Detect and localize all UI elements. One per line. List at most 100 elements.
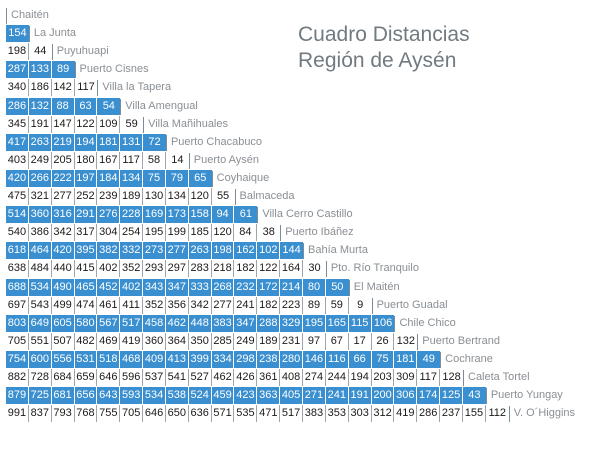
distance-cell: 9 xyxy=(357,298,364,311)
distance-cell: 58 xyxy=(143,151,166,169)
distance-cell: 347 xyxy=(234,314,258,332)
distance-cell: 164 xyxy=(280,260,304,278)
distance-cell: 534 xyxy=(143,387,166,405)
distance-cell: 321 xyxy=(29,188,52,205)
distance-cell: 580 xyxy=(74,314,98,332)
distance-cell: 182 xyxy=(235,260,258,278)
distance-cell: 464 xyxy=(28,242,52,260)
distance-cell: 241 xyxy=(325,387,349,405)
distance-cell: 54 xyxy=(97,97,121,115)
distance-cell: 697 xyxy=(6,296,29,314)
distance-cell: 507 xyxy=(52,332,75,350)
distance-cell: 571 xyxy=(212,405,235,423)
distance-cell: 102 xyxy=(257,242,281,260)
distance-cell: 316 xyxy=(51,206,75,224)
distance-cell: 417 xyxy=(6,133,29,151)
distance-cell: 646 xyxy=(143,405,166,423)
distance-cell: 646 xyxy=(97,369,121,386)
distance-cell: 705 xyxy=(6,332,29,350)
distance-cell: 155 xyxy=(463,405,486,423)
distance-cell: 291 xyxy=(74,206,98,224)
distance-cell: 659 xyxy=(75,369,98,386)
distance-cell: 643 xyxy=(97,387,121,405)
distance-cell: 158 xyxy=(188,206,212,224)
distance-cell: 189 xyxy=(120,188,144,205)
distance-cell: 461 xyxy=(97,296,121,314)
distance-cell: 383 xyxy=(303,405,326,423)
distance-cell: 514 xyxy=(6,206,29,224)
column-divider xyxy=(28,26,30,43)
distance-table: Chaitén 154 La Junta 198 44 Puyuhuapi 287 133 89… xyxy=(6,0,600,454)
column-divider xyxy=(440,351,442,368)
column-divider xyxy=(417,333,419,350)
distance-cell: 65 xyxy=(188,169,212,187)
distance-cell: 600 xyxy=(28,350,52,368)
distance-cell: 286 xyxy=(6,97,29,115)
distance-cell: 334 xyxy=(211,350,235,368)
distance-cell: 280 xyxy=(280,350,304,368)
place-name: Caleta Tortel xyxy=(468,371,530,383)
distance-cell: 55 xyxy=(216,190,230,202)
distance-cell: 142 xyxy=(52,79,75,97)
distance-cell: 94 xyxy=(211,206,235,224)
distance-cell: 535 xyxy=(235,405,258,423)
distance-cell: 363 xyxy=(257,387,281,405)
distance-cell: 146 xyxy=(303,350,326,368)
distance-cell: 543 xyxy=(29,296,52,314)
place-name: Villa la Tapera xyxy=(102,81,172,94)
distance-cell: 462 xyxy=(165,314,189,332)
distance-cell: 347 xyxy=(165,278,189,296)
column-divider xyxy=(257,207,259,224)
distance-cell: 681 xyxy=(51,387,75,405)
distance-cell: 197 xyxy=(74,169,98,187)
distance-cell: 194 xyxy=(349,369,372,386)
distance-cell: 540 xyxy=(6,224,29,242)
distance-cell: 474 xyxy=(75,296,98,314)
distance-cell: 122 xyxy=(257,260,281,278)
distance-cell: 459 xyxy=(211,387,235,405)
distance-cell: 413 xyxy=(165,350,189,368)
distance-cell: 837 xyxy=(29,405,52,423)
distance-cell: 84 xyxy=(235,224,258,242)
distance-cell: 134 xyxy=(120,169,144,187)
distance-cell: 125 xyxy=(440,387,463,405)
distance-cell: 361 xyxy=(257,369,281,386)
distance-cell: 88 xyxy=(51,97,75,115)
distance-cell: 342 xyxy=(189,296,212,314)
distance-cell: 405 xyxy=(280,387,304,405)
distance-cell: 273 xyxy=(143,242,166,260)
distance-cell: 650 xyxy=(166,405,189,423)
column-divider xyxy=(508,406,510,423)
distance-cell: 656 xyxy=(74,387,98,405)
distance-cell: 241 xyxy=(235,296,258,314)
place-name: Cochrane xyxy=(445,352,493,365)
distance-cell: 465 xyxy=(74,278,98,296)
distance-cell: 458 xyxy=(143,314,166,332)
title-line-2: Región de Aysén xyxy=(298,49,457,72)
distance-cell: 134 xyxy=(166,188,189,205)
distance-cell: 14 xyxy=(171,153,184,166)
distance-cell: 286 xyxy=(417,405,441,423)
distance-cell: 297 xyxy=(166,260,189,278)
distance-cell: 882 xyxy=(6,369,29,386)
distance-cell: 184 xyxy=(97,169,121,187)
distance-cell: 879 xyxy=(6,387,29,405)
distance-cell: 198 xyxy=(6,43,29,61)
distance-cell: 122 xyxy=(75,115,98,133)
distance-cell: 144 xyxy=(280,242,304,260)
column-divider xyxy=(348,279,350,296)
distance-cell: 277 xyxy=(212,296,235,314)
distance-cell: 165 xyxy=(325,314,349,332)
distance-cell: 420 xyxy=(6,169,29,187)
place-name: V. O´Higgins xyxy=(513,407,576,420)
distance-cell: 469 xyxy=(97,332,121,350)
distance-cell: 252 xyxy=(75,188,98,205)
column-divider xyxy=(303,243,305,260)
column-divider xyxy=(74,62,76,79)
distance-cell: 285 xyxy=(212,332,235,350)
distance-cell: 189 xyxy=(257,332,281,350)
distance-cell: 448 xyxy=(188,314,212,332)
column-divider xyxy=(371,297,373,314)
distance-cell: 232 xyxy=(234,278,258,296)
distance-cell: 399 xyxy=(188,350,212,368)
